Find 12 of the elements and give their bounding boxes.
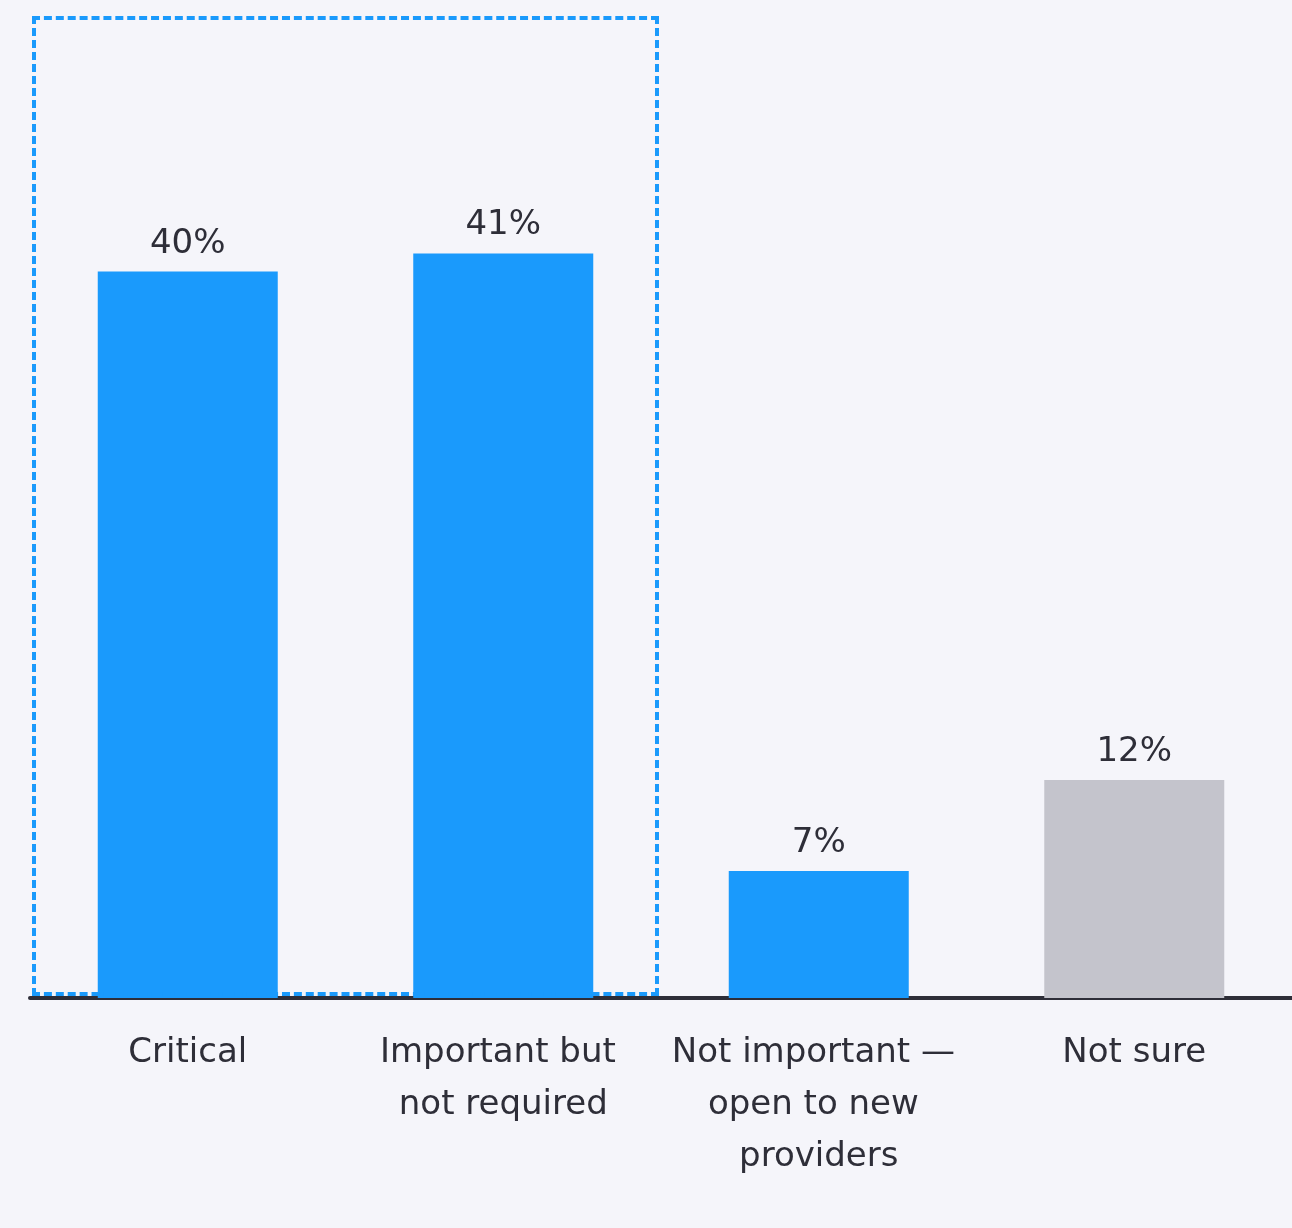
bar bbox=[413, 253, 594, 998]
x-tick-label: Not important — open to new providers bbox=[671, 1030, 966, 1174]
data-label: 12% bbox=[1096, 729, 1173, 770]
bar bbox=[97, 271, 278, 998]
bar bbox=[728, 870, 909, 998]
data-label: 41% bbox=[465, 202, 542, 243]
x-tick-label: Critical bbox=[128, 1030, 248, 1070]
x-tick-label: Not sure bbox=[1062, 1030, 1207, 1070]
x-tick-label: Important but not required bbox=[379, 1030, 627, 1122]
bar bbox=[1044, 780, 1225, 998]
data-label: 7% bbox=[791, 819, 846, 860]
data-label: 40% bbox=[149, 220, 226, 261]
